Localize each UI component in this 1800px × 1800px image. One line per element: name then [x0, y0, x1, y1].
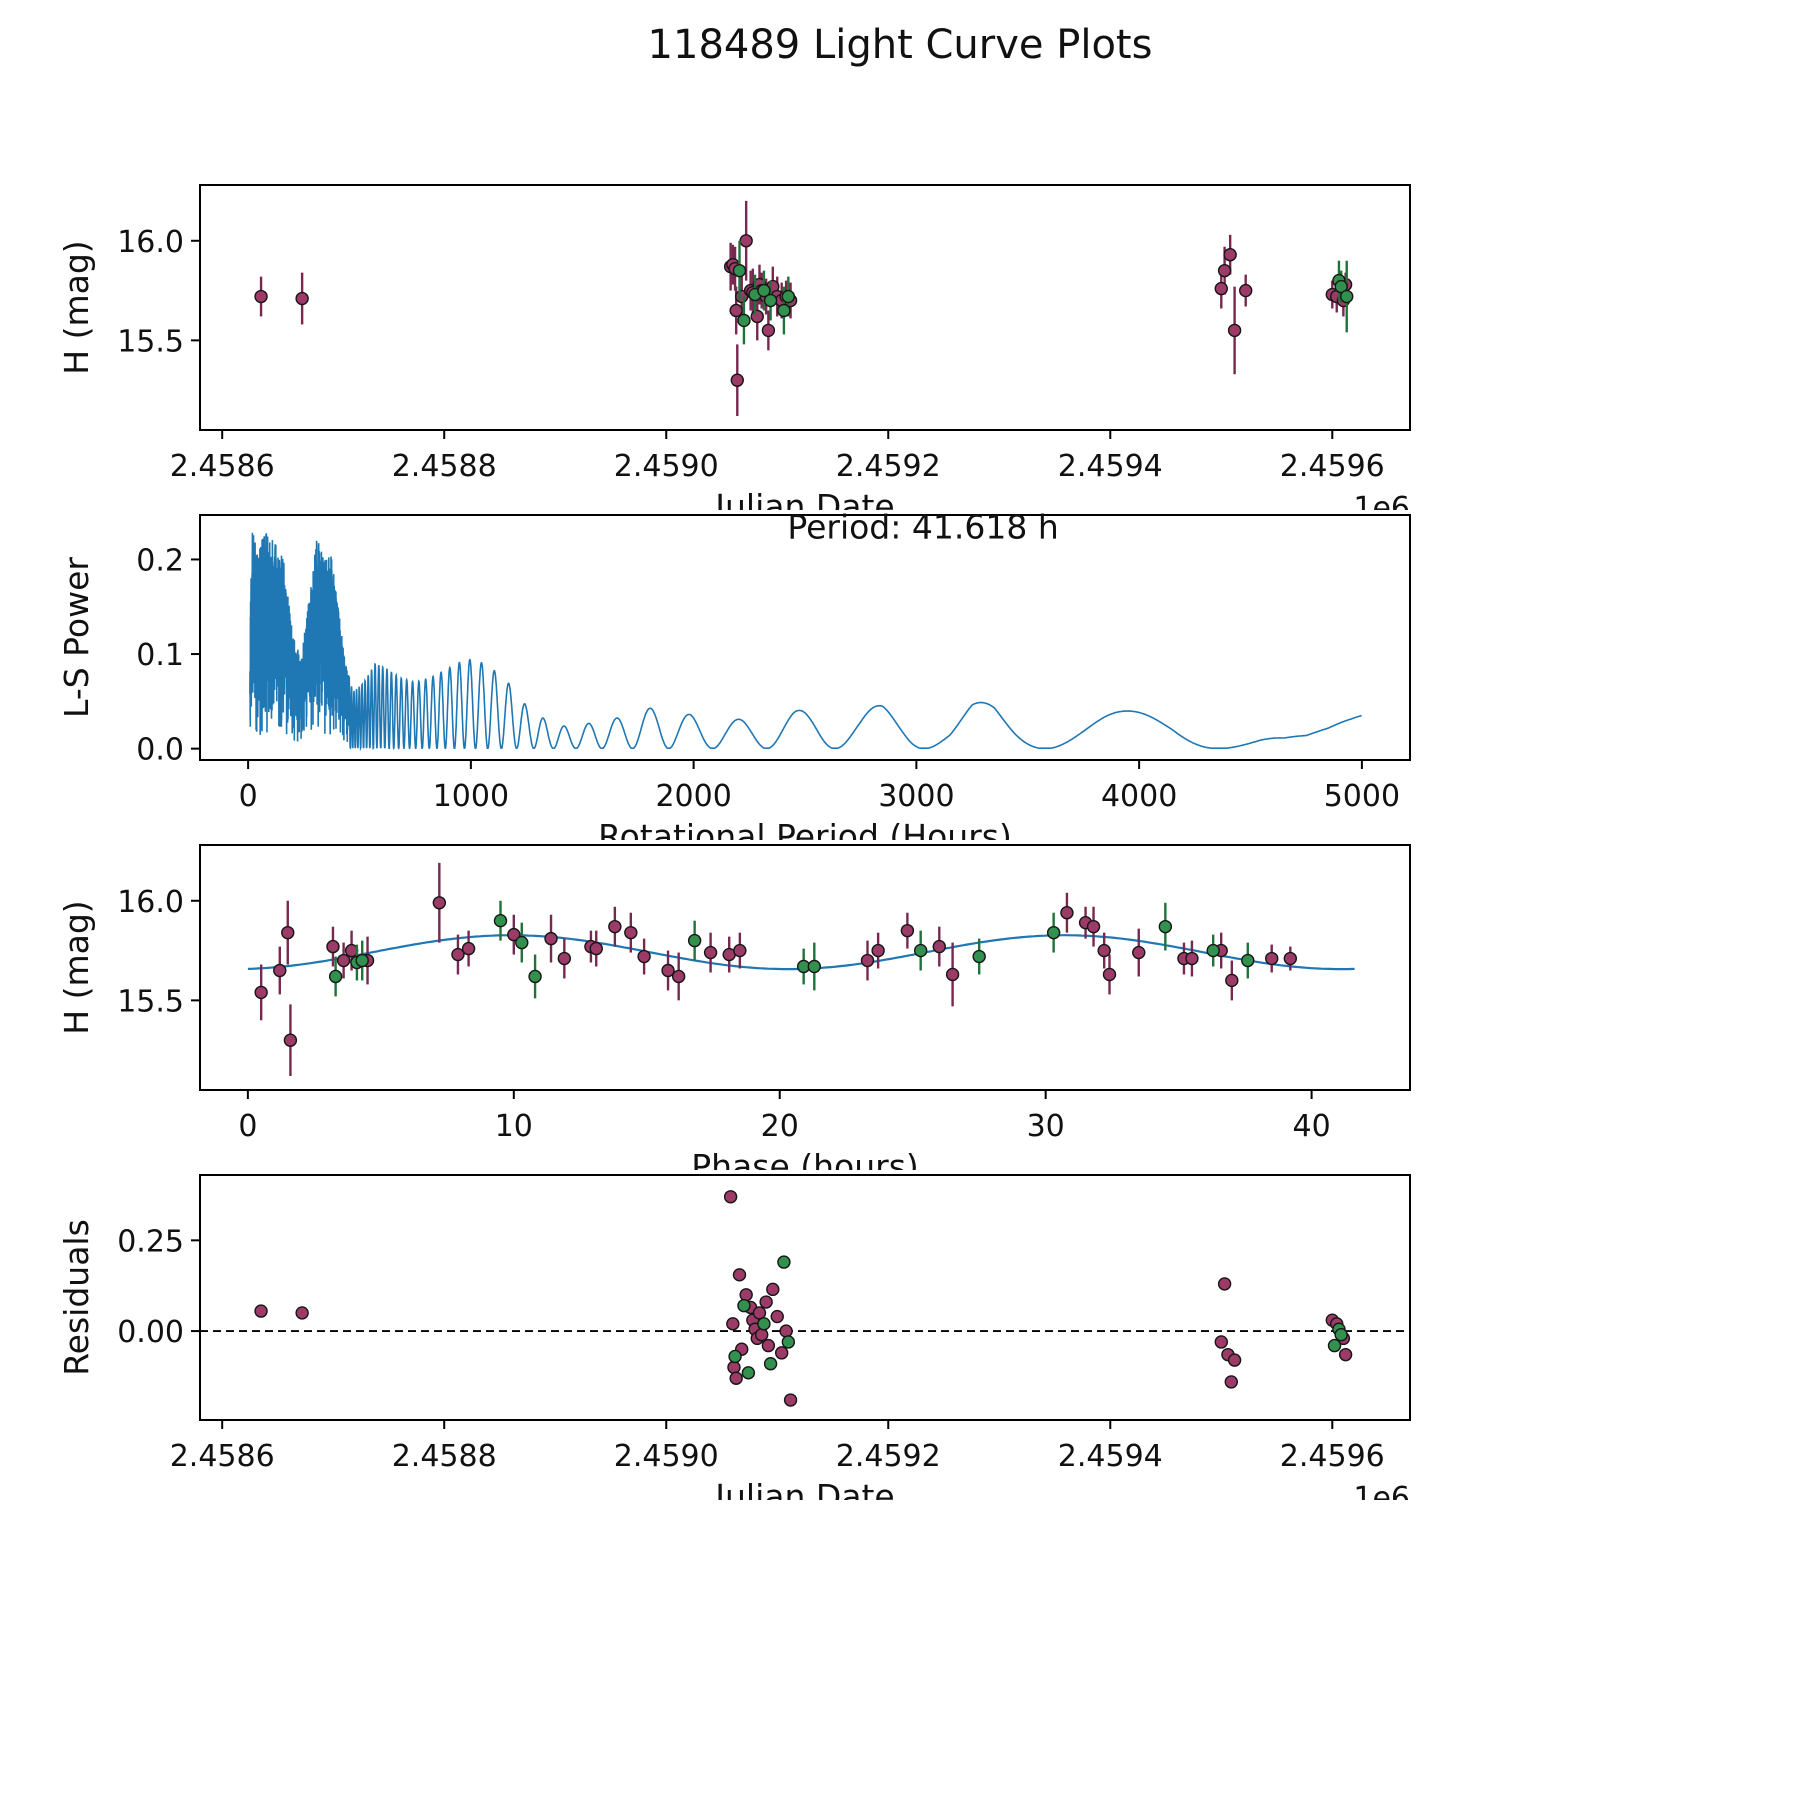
- residuals-svg: 2.4586 2.4588 2.4590 2.4592 2.4594 2.4596 0.00…: [57, 1174, 1411, 1500]
- svg-text:1e6: 1e6: [1353, 491, 1410, 510]
- svg-text:15.5: 15.5: [117, 984, 184, 1019]
- svg-text:H (mag): H (mag): [57, 900, 96, 1034]
- svg-text:0.25: 0.25: [117, 1224, 184, 1259]
- svg-text:2.4586: 2.4586: [170, 1439, 275, 1474]
- periodogram-svg: 0 1000 2000 3000 4000 5000 0.0 0.1 0.2 Rotational…: [57, 508, 1411, 840]
- svg-text:L-S Power: L-S Power: [57, 557, 96, 718]
- svg-text:2.4588: 2.4588: [392, 1439, 497, 1474]
- svg-text:10: 10: [495, 1109, 533, 1144]
- residuals-plot: 2.4586 2.4588 2.4590 2.4592 2.4594 2.4596 0.00…: [0, 1130, 1800, 1500]
- svg-text:Julian Date: Julian Date: [713, 487, 895, 510]
- svg-text:1000: 1000: [433, 779, 509, 814]
- svg-text:16.0: 16.0: [117, 885, 184, 920]
- phase-curve-plot: 0 10 20 30 40 15.5 16.0 Phase (hours) H (mag): [0, 800, 1800, 1170]
- light-curve-plot: 2.4586 2.4588 2.4590 2.4592 2.4594 2.4596 15.5…: [0, 140, 1800, 510]
- svg-text:2.4590: 2.4590: [614, 1439, 719, 1474]
- svg-text:2.4594: 2.4594: [1058, 449, 1163, 484]
- svg-text:16.0: 16.0: [117, 225, 184, 260]
- svg-text:0.1: 0.1: [136, 638, 184, 673]
- svg-text:Period: 41.618 h: Period: 41.618 h: [787, 508, 1058, 547]
- light-curve-svg: 2.4586 2.4588 2.4590 2.4592 2.4594 2.4596 15.5…: [57, 184, 1411, 510]
- svg-text:0.2: 0.2: [136, 543, 184, 578]
- svg-text:4000: 4000: [1101, 779, 1177, 814]
- svg-text:2.4594: 2.4594: [1058, 1439, 1163, 1474]
- svg-text:2.4588: 2.4588: [392, 449, 497, 484]
- svg-text:40: 40: [1293, 1109, 1331, 1144]
- svg-text:1e6: 1e6: [1353, 1481, 1410, 1500]
- svg-text:5000: 5000: [1324, 779, 1400, 814]
- svg-text:2.4590: 2.4590: [614, 449, 719, 484]
- svg-text:2000: 2000: [655, 779, 731, 814]
- svg-text:15.5: 15.5: [117, 324, 184, 359]
- svg-text:Rotational Period (Hours): Rotational Period (Hours): [598, 817, 1012, 840]
- periodogram-plot: 0 1000 2000 3000 4000 5000 0.0 0.1 0.2 Rotational…: [0, 470, 1800, 840]
- svg-text:2.4592: 2.4592: [836, 449, 941, 484]
- svg-text:20: 20: [761, 1109, 799, 1144]
- svg-text:H (mag): H (mag): [57, 240, 96, 374]
- svg-text:2.4596: 2.4596: [1280, 1439, 1385, 1474]
- svg-text:30: 30: [1027, 1109, 1065, 1144]
- phase-curve-svg: 0 10 20 30 40 15.5 16.0 Phase (hours) H (mag): [57, 844, 1411, 1170]
- svg-text:0: 0: [239, 779, 258, 814]
- svg-text:2.4592: 2.4592: [836, 1439, 941, 1474]
- svg-text:0: 0: [238, 1109, 257, 1144]
- svg-text:0.00: 0.00: [117, 1315, 184, 1350]
- svg-text:2.4596: 2.4596: [1280, 449, 1385, 484]
- svg-text:Residuals: Residuals: [57, 1219, 96, 1376]
- svg-text:Julian Date: Julian Date: [713, 1477, 895, 1500]
- figure-title: 118489 Light Curve Plots: [647, 22, 1153, 68]
- svg-text:2.4586: 2.4586: [170, 449, 275, 484]
- svg-text:3000: 3000: [878, 779, 954, 814]
- svg-text:0.0: 0.0: [136, 733, 184, 768]
- svg-text:Phase (hours): Phase (hours): [691, 1147, 919, 1170]
